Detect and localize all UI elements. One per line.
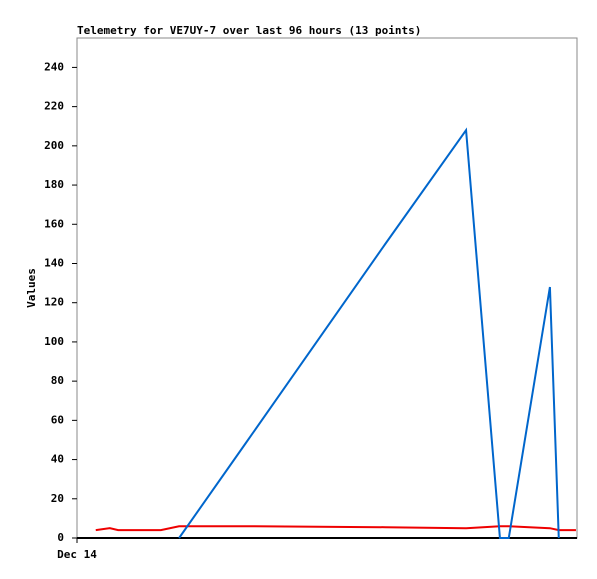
- y-tick-label: 200: [44, 139, 64, 152]
- y-tick-label: 60: [51, 413, 64, 426]
- x-tick-label: Dec 14: [57, 548, 97, 561]
- y-tick-label: 100: [44, 335, 64, 348]
- series-line: [95, 525, 576, 532]
- y-tick-label: 220: [44, 100, 64, 113]
- y-tick-label: 180: [44, 178, 64, 191]
- plot-frame: [76, 37, 578, 539]
- y-tick-label: 80: [51, 374, 64, 387]
- y-tick-label: 140: [44, 256, 64, 269]
- y-tick-label: 120: [44, 296, 64, 309]
- y-tick-label: 160: [44, 217, 64, 230]
- y-tick-label: 40: [51, 453, 64, 466]
- y-tick-label: 0: [57, 531, 64, 544]
- y-tick-label: 240: [44, 60, 64, 73]
- y-axis-label: Values: [25, 268, 38, 308]
- y-tick-label: 20: [51, 492, 64, 505]
- series-line: [178, 127, 560, 539]
- chart-title: Telemetry for VE7UY-7 over last 96 hours…: [77, 24, 421, 37]
